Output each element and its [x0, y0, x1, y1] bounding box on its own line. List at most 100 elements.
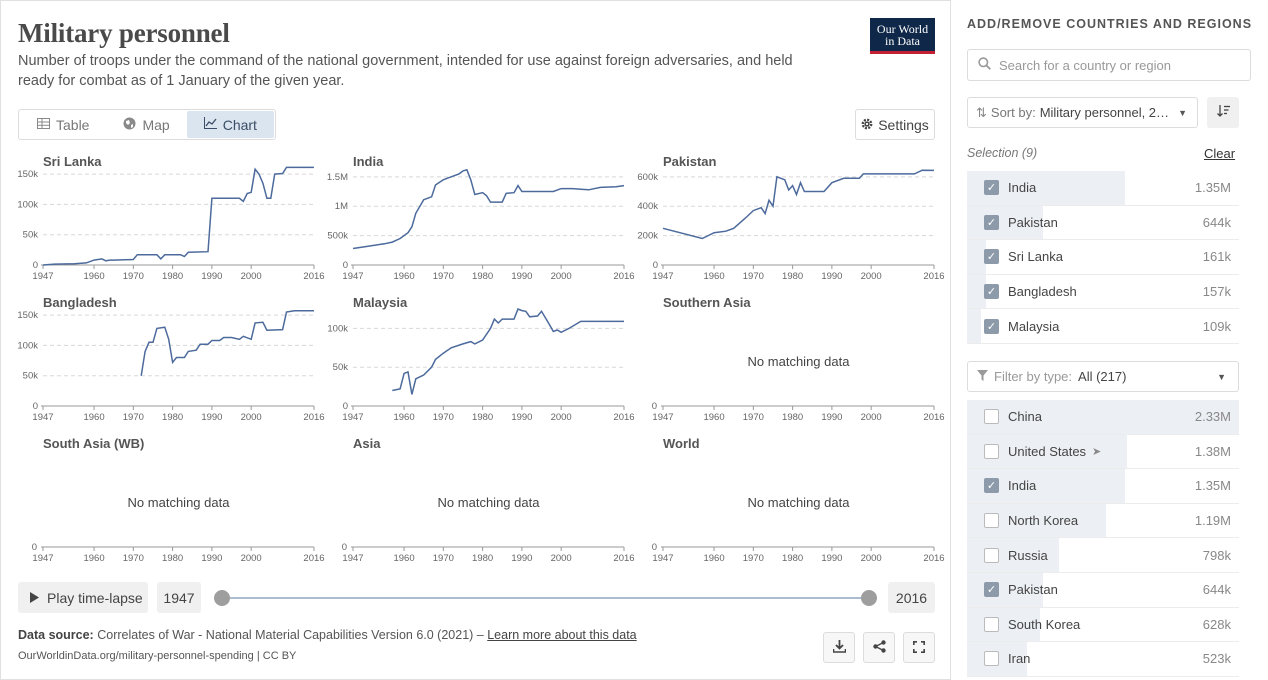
panel: Pakistan 1947 1960 1970 1980 1990 2000 2016 0 200… — [637, 154, 944, 282]
learn-more-link[interactable]: Learn more about this data — [487, 628, 637, 642]
checkbox[interactable]: ✓ — [984, 180, 999, 196]
panel-title: World — [663, 436, 700, 451]
checkbox[interactable]: ✓ — [984, 214, 999, 230]
fullscreen-button[interactable] — [903, 632, 935, 663]
entity-name: Pakistan — [1008, 214, 1058, 230]
entity-row[interactable]: Iran 523k — [967, 642, 1239, 677]
x-tick-label: 1970 — [743, 412, 764, 423]
x-tick-label: 1947 — [342, 553, 363, 564]
start-handle[interactable] — [214, 590, 230, 606]
end-handle[interactable] — [861, 590, 877, 606]
x-tick-label: 1970 — [123, 271, 144, 282]
checkbox[interactable] — [984, 616, 999, 632]
checkbox[interactable] — [984, 443, 999, 459]
play-timelapse-button[interactable]: Play time-lapse — [18, 582, 148, 613]
sort-order-button[interactable] — [1207, 97, 1239, 128]
sort-value: Military personnel, 2… — [1039, 105, 1170, 120]
entity-name: China — [1008, 409, 1042, 425]
selected-row[interactable]: ✓ Malaysia 109k — [967, 309, 1239, 344]
chart-url[interactable]: OurWorldinData.org/military-personnel-sp… — [18, 650, 297, 662]
panel-title: Bangladesh — [43, 295, 117, 310]
entity-row[interactable]: China 2.33M — [967, 400, 1239, 435]
search-icon — [978, 57, 991, 73]
panel-title: South Asia (WB) — [43, 436, 144, 451]
clear-selection-button[interactable]: Clear — [1204, 146, 1236, 161]
start-year-box[interactable]: 1947 — [157, 582, 201, 613]
entity-name: Malaysia — [1008, 318, 1060, 334]
x-tick-label: 1980 — [162, 412, 183, 423]
entity-value: 628k — [1202, 616, 1231, 632]
checkbox[interactable]: ✓ — [984, 478, 999, 494]
entity-selector-sidebar: ADD/REMOVE COUNTRIES AND REGIONS Search … — [951, 0, 1268, 680]
checkbox[interactable] — [984, 409, 999, 425]
value-bar — [967, 607, 1041, 642]
no-data-label: No matching data — [748, 354, 851, 369]
share-button[interactable] — [863, 632, 895, 663]
entity-value: 523k — [1202, 651, 1231, 667]
x-tick-label: 1960 — [83, 412, 104, 423]
globe-icon — [123, 117, 136, 133]
tab-chart[interactable]: Chart — [186, 111, 274, 138]
settings-button[interactable]: Settings — [855, 109, 935, 140]
tab-table[interactable]: Table — [20, 111, 106, 138]
entity-row[interactable]: North Korea 1.19M — [967, 503, 1239, 539]
entity-name: Bangladesh — [1008, 284, 1077, 300]
download-button[interactable] — [823, 632, 855, 663]
tab-map-label: Map — [142, 116, 170, 133]
end-year-box[interactable]: 2016 — [888, 582, 935, 613]
entity-value: 109k — [1202, 318, 1231, 334]
x-tick-label: 2016 — [303, 271, 324, 282]
checkbox[interactable]: ✓ — [984, 284, 999, 300]
y-tick-label: 50k — [23, 230, 39, 241]
entity-name: Sri Lanka — [1008, 249, 1063, 265]
search-input[interactable]: Search for a country or region — [967, 49, 1251, 81]
chevron-down-icon: ▼ — [1217, 371, 1226, 382]
owid-logo[interactable]: Our World in Data — [870, 18, 935, 54]
timeline-track[interactable] — [222, 597, 869, 599]
entity-row[interactable]: ✓ India 1.35M — [967, 469, 1239, 504]
x-tick-label: 1980 — [782, 412, 803, 423]
x-tick-label: 1980 — [472, 412, 493, 423]
checkbox[interactable]: ✓ — [984, 582, 999, 598]
entity-row[interactable]: South Korea 628k — [967, 607, 1239, 643]
checkbox[interactable]: ✓ — [984, 318, 999, 334]
x-tick-label: 1970 — [743, 553, 764, 564]
y-tick-label: 0 — [33, 401, 38, 412]
x-tick-label: 1990 — [821, 271, 842, 282]
entity-value: 644k — [1202, 214, 1231, 230]
entity-row[interactable]: United States ➤ 1.38M — [967, 434, 1239, 470]
search-placeholder: Search for a country or region — [999, 57, 1171, 73]
x-tick-label: 2016 — [613, 412, 634, 423]
selected-row[interactable]: ✓ Bangladesh 157k — [967, 274, 1239, 310]
entity-name: India — [1008, 180, 1037, 196]
x-tick-label: 2016 — [613, 271, 634, 282]
panel-title: Malaysia — [353, 295, 408, 310]
y-tick-label: 0 — [652, 542, 657, 553]
value-bar — [967, 205, 1044, 240]
checkbox[interactable] — [984, 651, 999, 667]
panel: Malaysia 1947 1960 1970 1980 1990 2000 2016 0 50k… — [327, 295, 634, 423]
entity-row[interactable]: ✓ Pakistan 644k — [967, 572, 1239, 608]
x-tick-label: 2016 — [303, 553, 324, 564]
checkbox[interactable] — [984, 513, 999, 529]
series-line — [42, 166, 314, 266]
entity-value: 161k — [1202, 249, 1231, 265]
checkbox[interactable] — [984, 547, 999, 563]
y-tick-label: 0 — [653, 260, 658, 271]
entity-row[interactable]: Russia 798k — [967, 538, 1239, 573]
tab-map[interactable]: Map — [106, 111, 186, 138]
x-tick-label: 1960 — [83, 271, 104, 282]
x-tick-label: 2000 — [241, 412, 262, 423]
location-arrow-icon: ➤ — [1092, 445, 1102, 458]
x-tick-label: 1980 — [472, 271, 493, 282]
sort-label: Sort by: — [990, 105, 1036, 120]
filter-dropdown[interactable]: Filter by type: All (217) ▼ — [967, 361, 1239, 392]
y-tick-label: 0 — [32, 542, 37, 553]
selected-row[interactable]: ✓ Pakistan 644k — [967, 205, 1239, 241]
x-tick-label: 1970 — [123, 553, 144, 564]
selected-row[interactable]: ✓ India 1.35M — [967, 171, 1239, 206]
checkbox[interactable]: ✓ — [984, 249, 999, 265]
x-tick-label: 1980 — [162, 553, 183, 564]
selected-row[interactable]: ✓ Sri Lanka 161k — [967, 240, 1239, 275]
sort-dropdown[interactable]: ⇅ Sort by: Military personnel, 2… ▼ — [967, 97, 1198, 128]
